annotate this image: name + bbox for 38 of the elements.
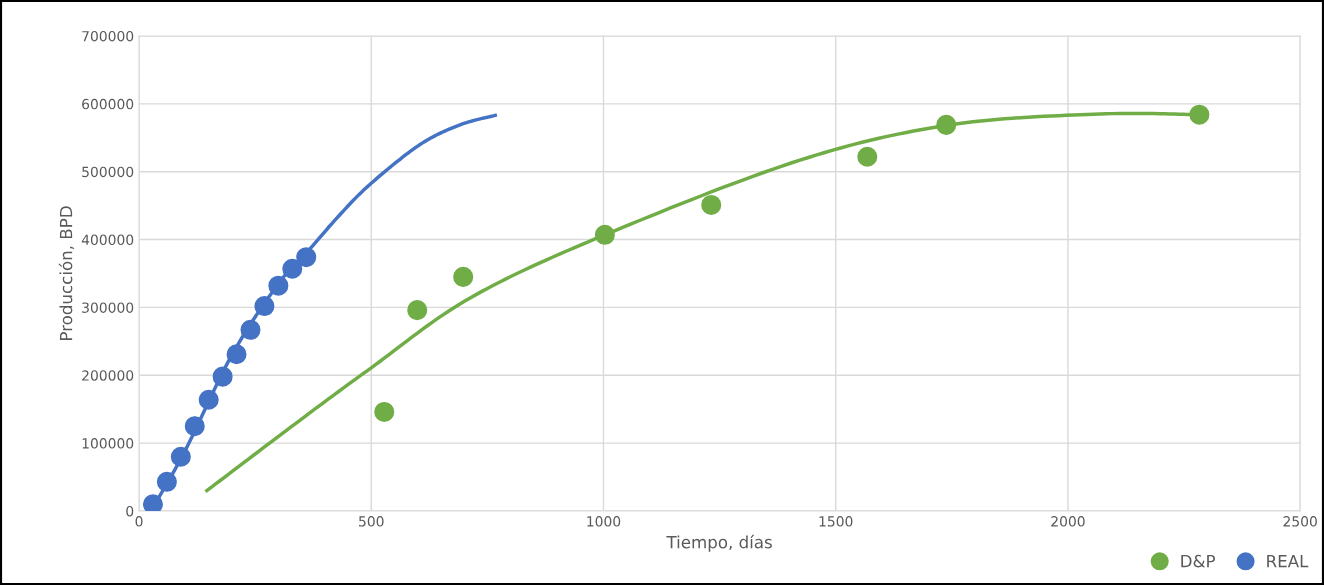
x-tick-label: 2000 [1051,516,1085,527]
point [240,319,261,340]
x-tick-label: 500 [359,516,384,527]
y-tick-label: 100000 [82,438,134,449]
point [407,300,428,321]
point [282,258,303,279]
x-axis-title: Tiempo, días [666,534,772,552]
point [184,416,205,437]
point [936,114,957,135]
y-axis-title: Producción, BPD [58,206,75,340]
x-tick-label: 2500 [1283,516,1317,527]
y-tick-label: 0 [126,505,134,517]
point [1189,104,1210,125]
x-tick-label: 0 [135,516,143,527]
point [453,266,474,287]
legend-label: REAL [1267,555,1309,568]
point [142,494,163,511]
point [857,146,878,167]
point [296,247,317,268]
y-tick-label: 700000 [82,30,134,42]
x-tick-label: 1000 [587,516,621,527]
point [701,194,722,215]
legend-label: D&P [1181,554,1216,568]
point [212,366,233,387]
y-tick-label: 200000 [82,370,134,381]
point [254,296,275,317]
x-tick-label: 1500 [819,516,853,527]
point [268,275,289,296]
point [170,446,191,467]
y-tick-label: 500000 [82,166,134,178]
point [198,389,219,410]
y-tick-label: 300000 [82,302,134,313]
point [156,471,177,492]
y-tick-label: 600000 [82,98,134,110]
y-tick-label: 400000 [81,234,134,246]
point [594,224,615,245]
point [374,401,395,422]
point [226,344,247,365]
